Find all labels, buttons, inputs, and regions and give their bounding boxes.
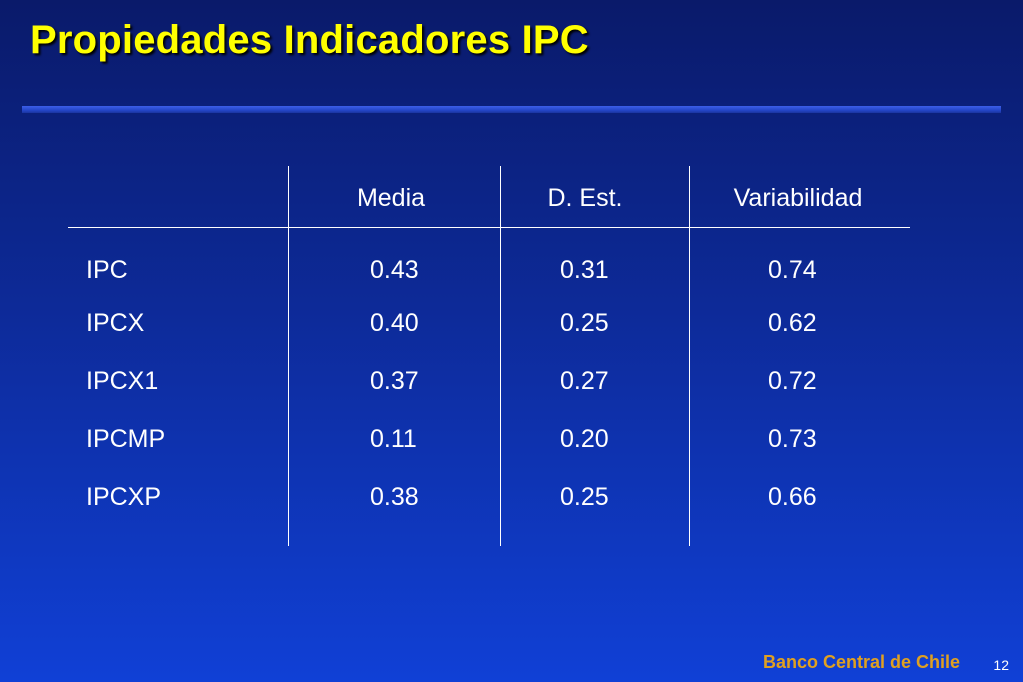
header-divider: [68, 227, 910, 228]
row-label: IPCMP: [86, 425, 166, 453]
row-label: IPCX1: [86, 367, 159, 395]
cell-d-est: 0.25: [560, 483, 609, 511]
slide-title: Propiedades Indicadores IPC: [30, 18, 589, 62]
column-divider-2: [500, 166, 501, 546]
page-number: 12: [993, 657, 1009, 673]
cell-variabilidad: 0.62: [768, 309, 817, 337]
cell-media: 0.43: [370, 256, 419, 284]
header-variabilidad: Variabilidad: [733, 184, 863, 212]
cell-variabilidad: 0.74: [768, 256, 817, 284]
title-underline: [22, 106, 1001, 113]
cell-d-est: 0.27: [560, 367, 609, 395]
cell-d-est: 0.20: [560, 425, 609, 453]
row-label: IPC: [86, 256, 128, 284]
cell-d-est: 0.25: [560, 309, 609, 337]
header-media: Media: [356, 184, 426, 212]
cell-media: 0.38: [370, 483, 419, 511]
cell-d-est: 0.31: [560, 256, 609, 284]
cell-media: 0.40: [370, 309, 419, 337]
cell-variabilidad: 0.72: [768, 367, 817, 395]
cell-media: 0.11: [370, 425, 417, 453]
cell-variabilidad: 0.66: [768, 483, 817, 511]
cell-media: 0.37: [370, 367, 419, 395]
column-divider-1: [288, 166, 289, 546]
header-d-est: D. Est.: [547, 184, 623, 212]
row-label: IPCXP: [86, 483, 162, 511]
column-divider-3: [689, 166, 690, 546]
cell-variabilidad: 0.73: [768, 425, 817, 453]
footer-brand: Banco Central de Chile: [762, 652, 960, 672]
row-label: IPCX: [86, 309, 145, 337]
